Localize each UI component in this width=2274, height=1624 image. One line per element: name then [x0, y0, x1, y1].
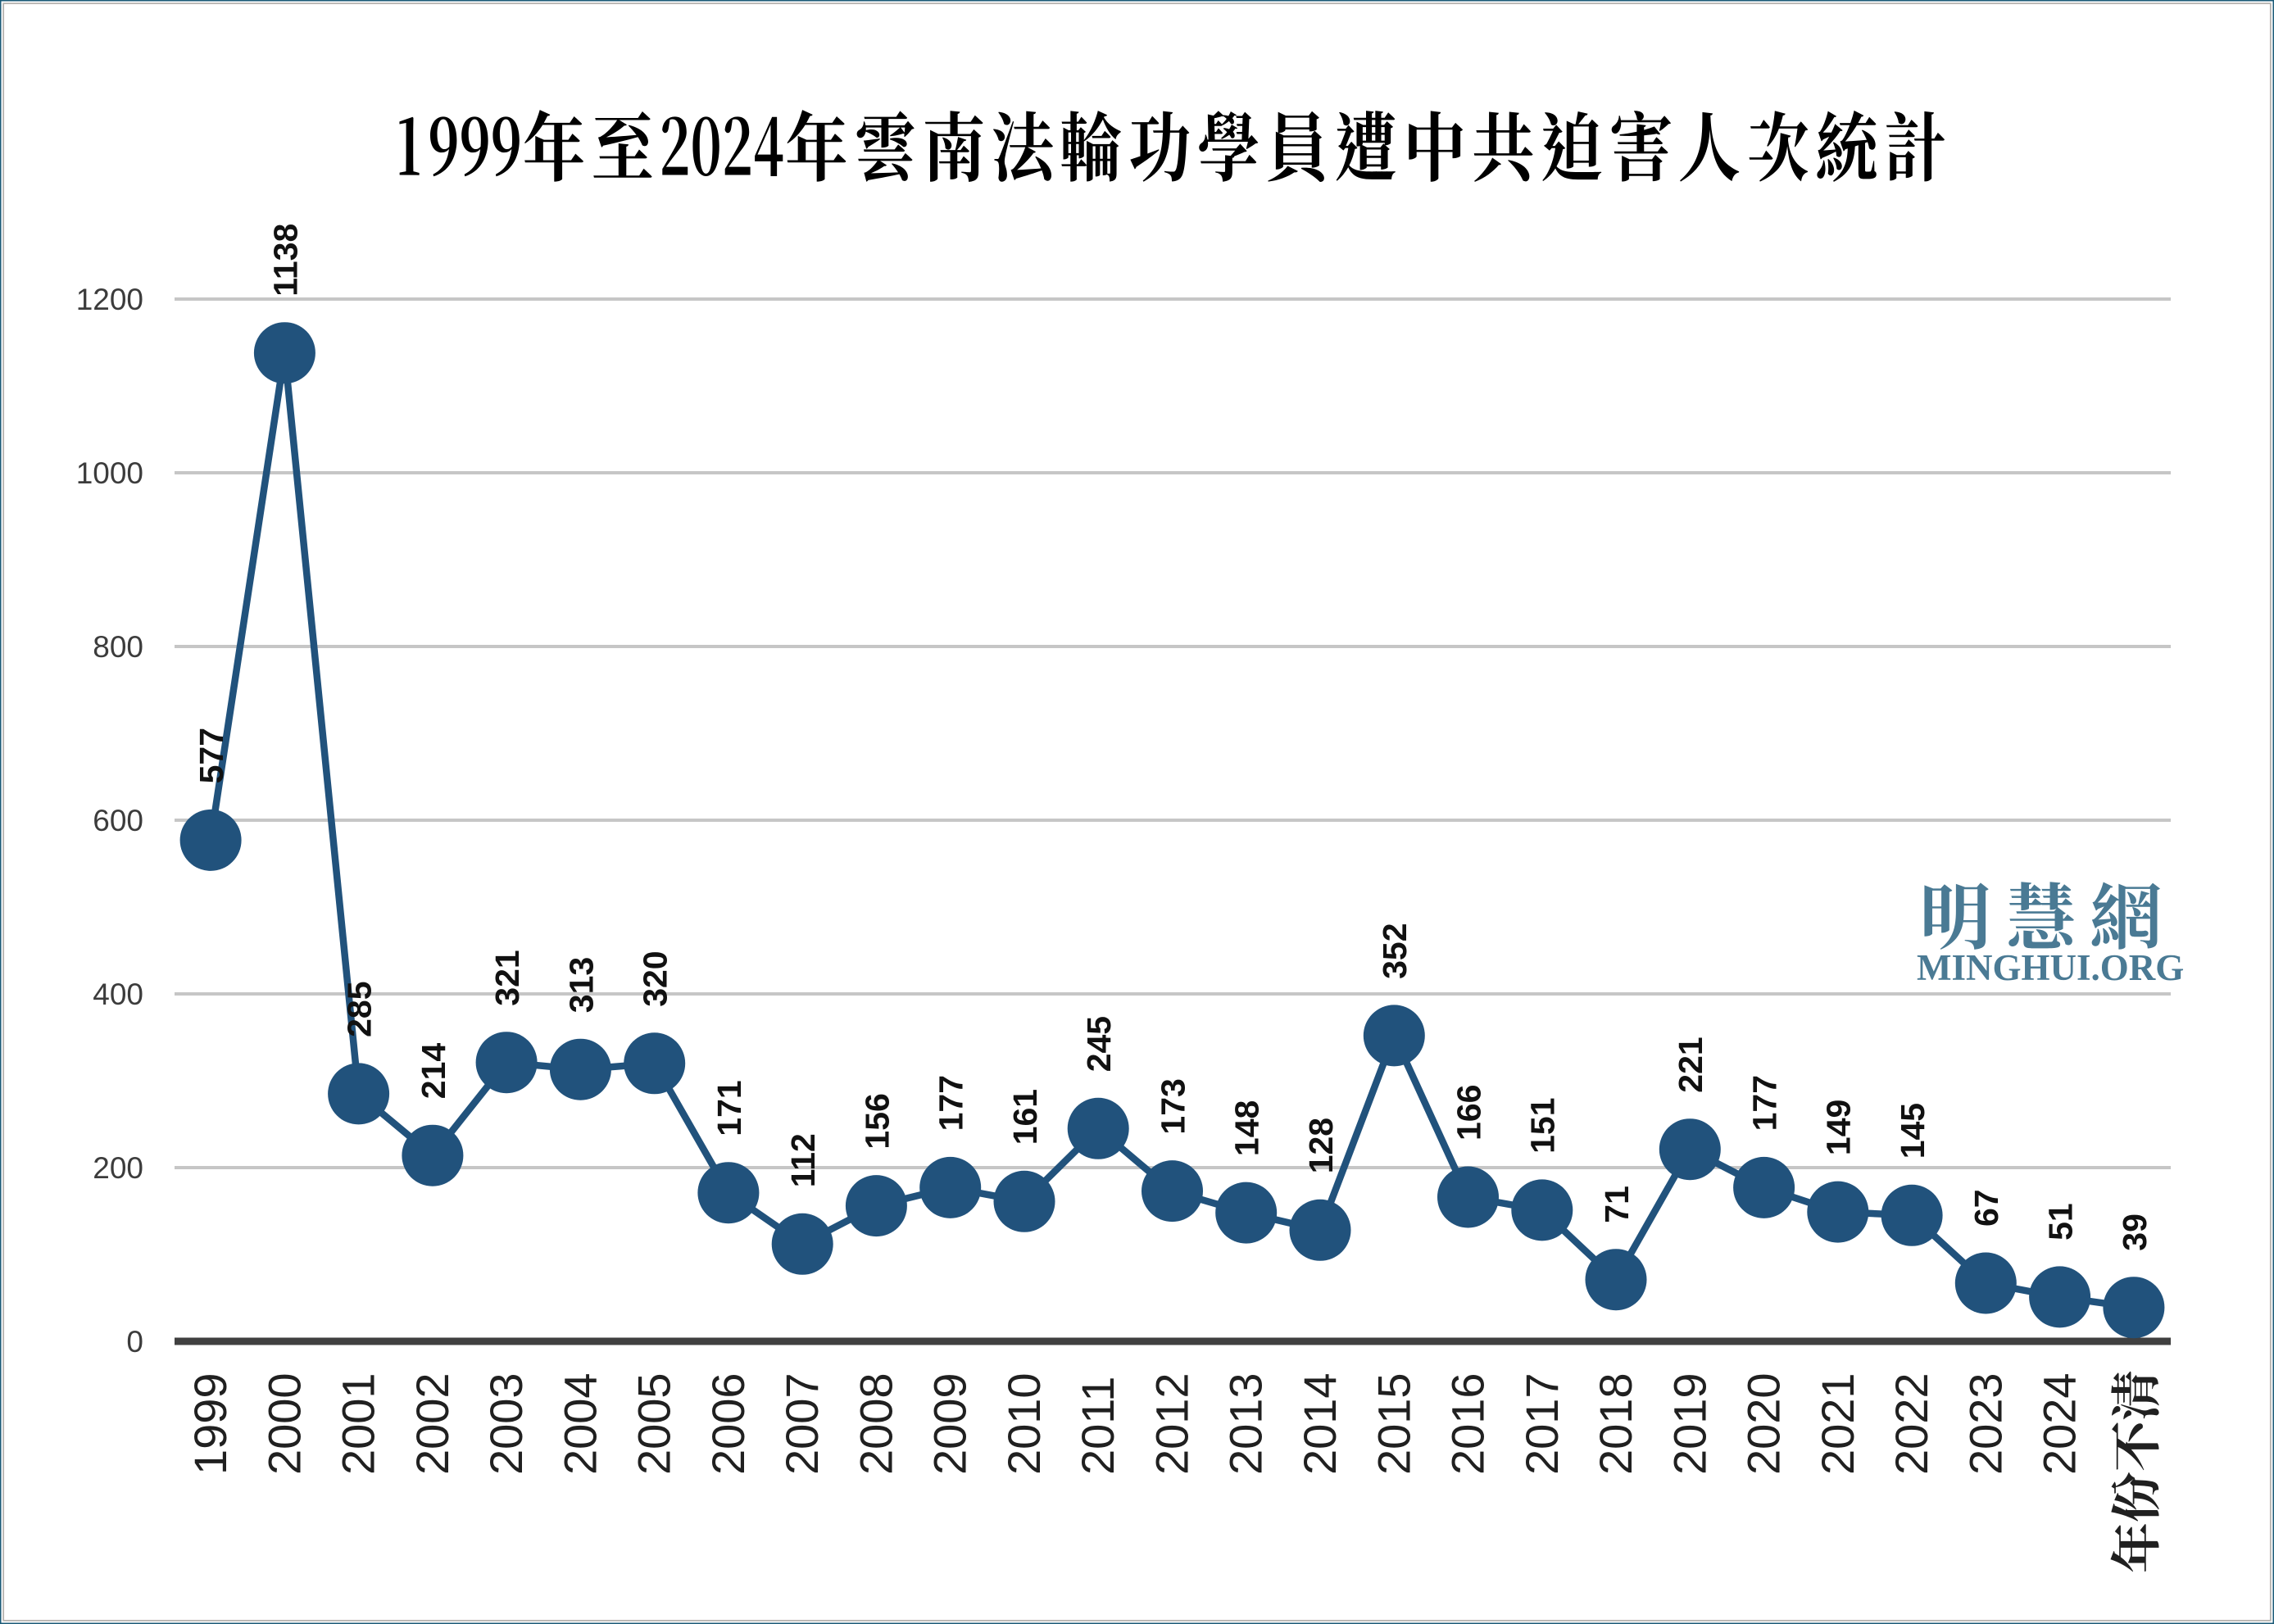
svg-text:151: 151 [1524, 1097, 1562, 1153]
svg-text:2013: 2013 [1220, 1372, 1272, 1475]
svg-text:2019: 2019 [1664, 1372, 1715, 1475]
svg-text:2022: 2022 [1886, 1372, 1937, 1475]
svg-text:200: 200 [93, 1151, 143, 1185]
svg-text:400: 400 [93, 978, 143, 1011]
svg-text:2024: 2024 [2034, 1372, 2086, 1475]
svg-text:67: 67 [1968, 1189, 2005, 1227]
svg-text:2010: 2010 [998, 1372, 1050, 1475]
svg-text:1000: 1000 [76, 456, 143, 490]
svg-text:177: 177 [1746, 1075, 1784, 1131]
svg-text:2007: 2007 [776, 1372, 828, 1475]
svg-text:2016: 2016 [1442, 1372, 1494, 1475]
svg-text:2017: 2017 [1516, 1372, 1568, 1475]
svg-text:148: 148 [1228, 1100, 1266, 1156]
svg-text:285: 285 [341, 981, 379, 1037]
svg-text:320: 320 [637, 950, 674, 1006]
svg-text:2012: 2012 [1146, 1372, 1198, 1475]
svg-text:2001: 2001 [333, 1372, 384, 1475]
svg-text:128: 128 [1302, 1118, 1340, 1173]
svg-text:71: 71 [1598, 1186, 1636, 1223]
svg-text:2023: 2023 [1959, 1372, 2011, 1475]
svg-text:171: 171 [710, 1080, 748, 1136]
svg-text:39: 39 [2116, 1213, 2154, 1251]
svg-text:1999: 1999 [184, 1372, 236, 1475]
svg-text:MINGHUI.ORG: MINGHUI.ORG [1917, 947, 2184, 988]
svg-text:2006: 2006 [702, 1372, 754, 1475]
svg-text:2011: 2011 [1072, 1377, 1123, 1475]
svg-text:1138: 1138 [266, 224, 304, 297]
svg-text:51: 51 [2042, 1203, 2080, 1241]
svg-text:2014: 2014 [1294, 1372, 1346, 1475]
svg-text:173: 173 [1154, 1078, 1191, 1134]
svg-text:245: 245 [1080, 1016, 1118, 1072]
svg-text:321: 321 [488, 950, 526, 1005]
svg-text:2005: 2005 [629, 1372, 680, 1475]
svg-text:2004: 2004 [554, 1372, 606, 1475]
svg-text:149: 149 [1820, 1100, 1858, 1155]
svg-text:800: 800 [93, 630, 143, 664]
svg-text:156: 156 [858, 1093, 896, 1149]
svg-text:2015: 2015 [1368, 1372, 1419, 1475]
svg-text:161: 161 [1006, 1089, 1044, 1145]
svg-text:2020: 2020 [1738, 1372, 1790, 1475]
svg-text:313: 313 [562, 957, 600, 1013]
svg-text:2002: 2002 [406, 1372, 458, 1475]
svg-text:214: 214 [415, 1043, 452, 1100]
svg-text:352: 352 [1376, 923, 1414, 978]
svg-text:166: 166 [1450, 1085, 1487, 1141]
svg-text:177: 177 [933, 1075, 970, 1131]
svg-text:0: 0 [126, 1325, 143, 1359]
svg-text:2009: 2009 [924, 1372, 976, 1475]
svg-text:2003: 2003 [480, 1372, 532, 1475]
svg-text:1200: 1200 [76, 283, 143, 316]
svg-text:2000: 2000 [258, 1372, 310, 1475]
svg-text:112: 112 [784, 1133, 822, 1187]
svg-text:2021: 2021 [1812, 1372, 1863, 1475]
svg-text:2008: 2008 [850, 1372, 901, 1475]
svg-text:577: 577 [193, 728, 230, 783]
svg-text:2018: 2018 [1590, 1372, 1641, 1475]
svg-text:145: 145 [1894, 1103, 1931, 1159]
svg-text:600: 600 [93, 804, 143, 837]
svg-text:221: 221 [1672, 1037, 1709, 1092]
